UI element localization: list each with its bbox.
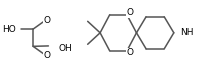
Text: HO: HO [2,25,16,34]
Text: NH: NH [180,28,194,37]
Text: OH: OH [59,44,73,53]
Text: O: O [43,51,50,60]
Text: O: O [43,16,50,25]
Text: O: O [126,8,133,17]
Text: O: O [126,48,133,57]
